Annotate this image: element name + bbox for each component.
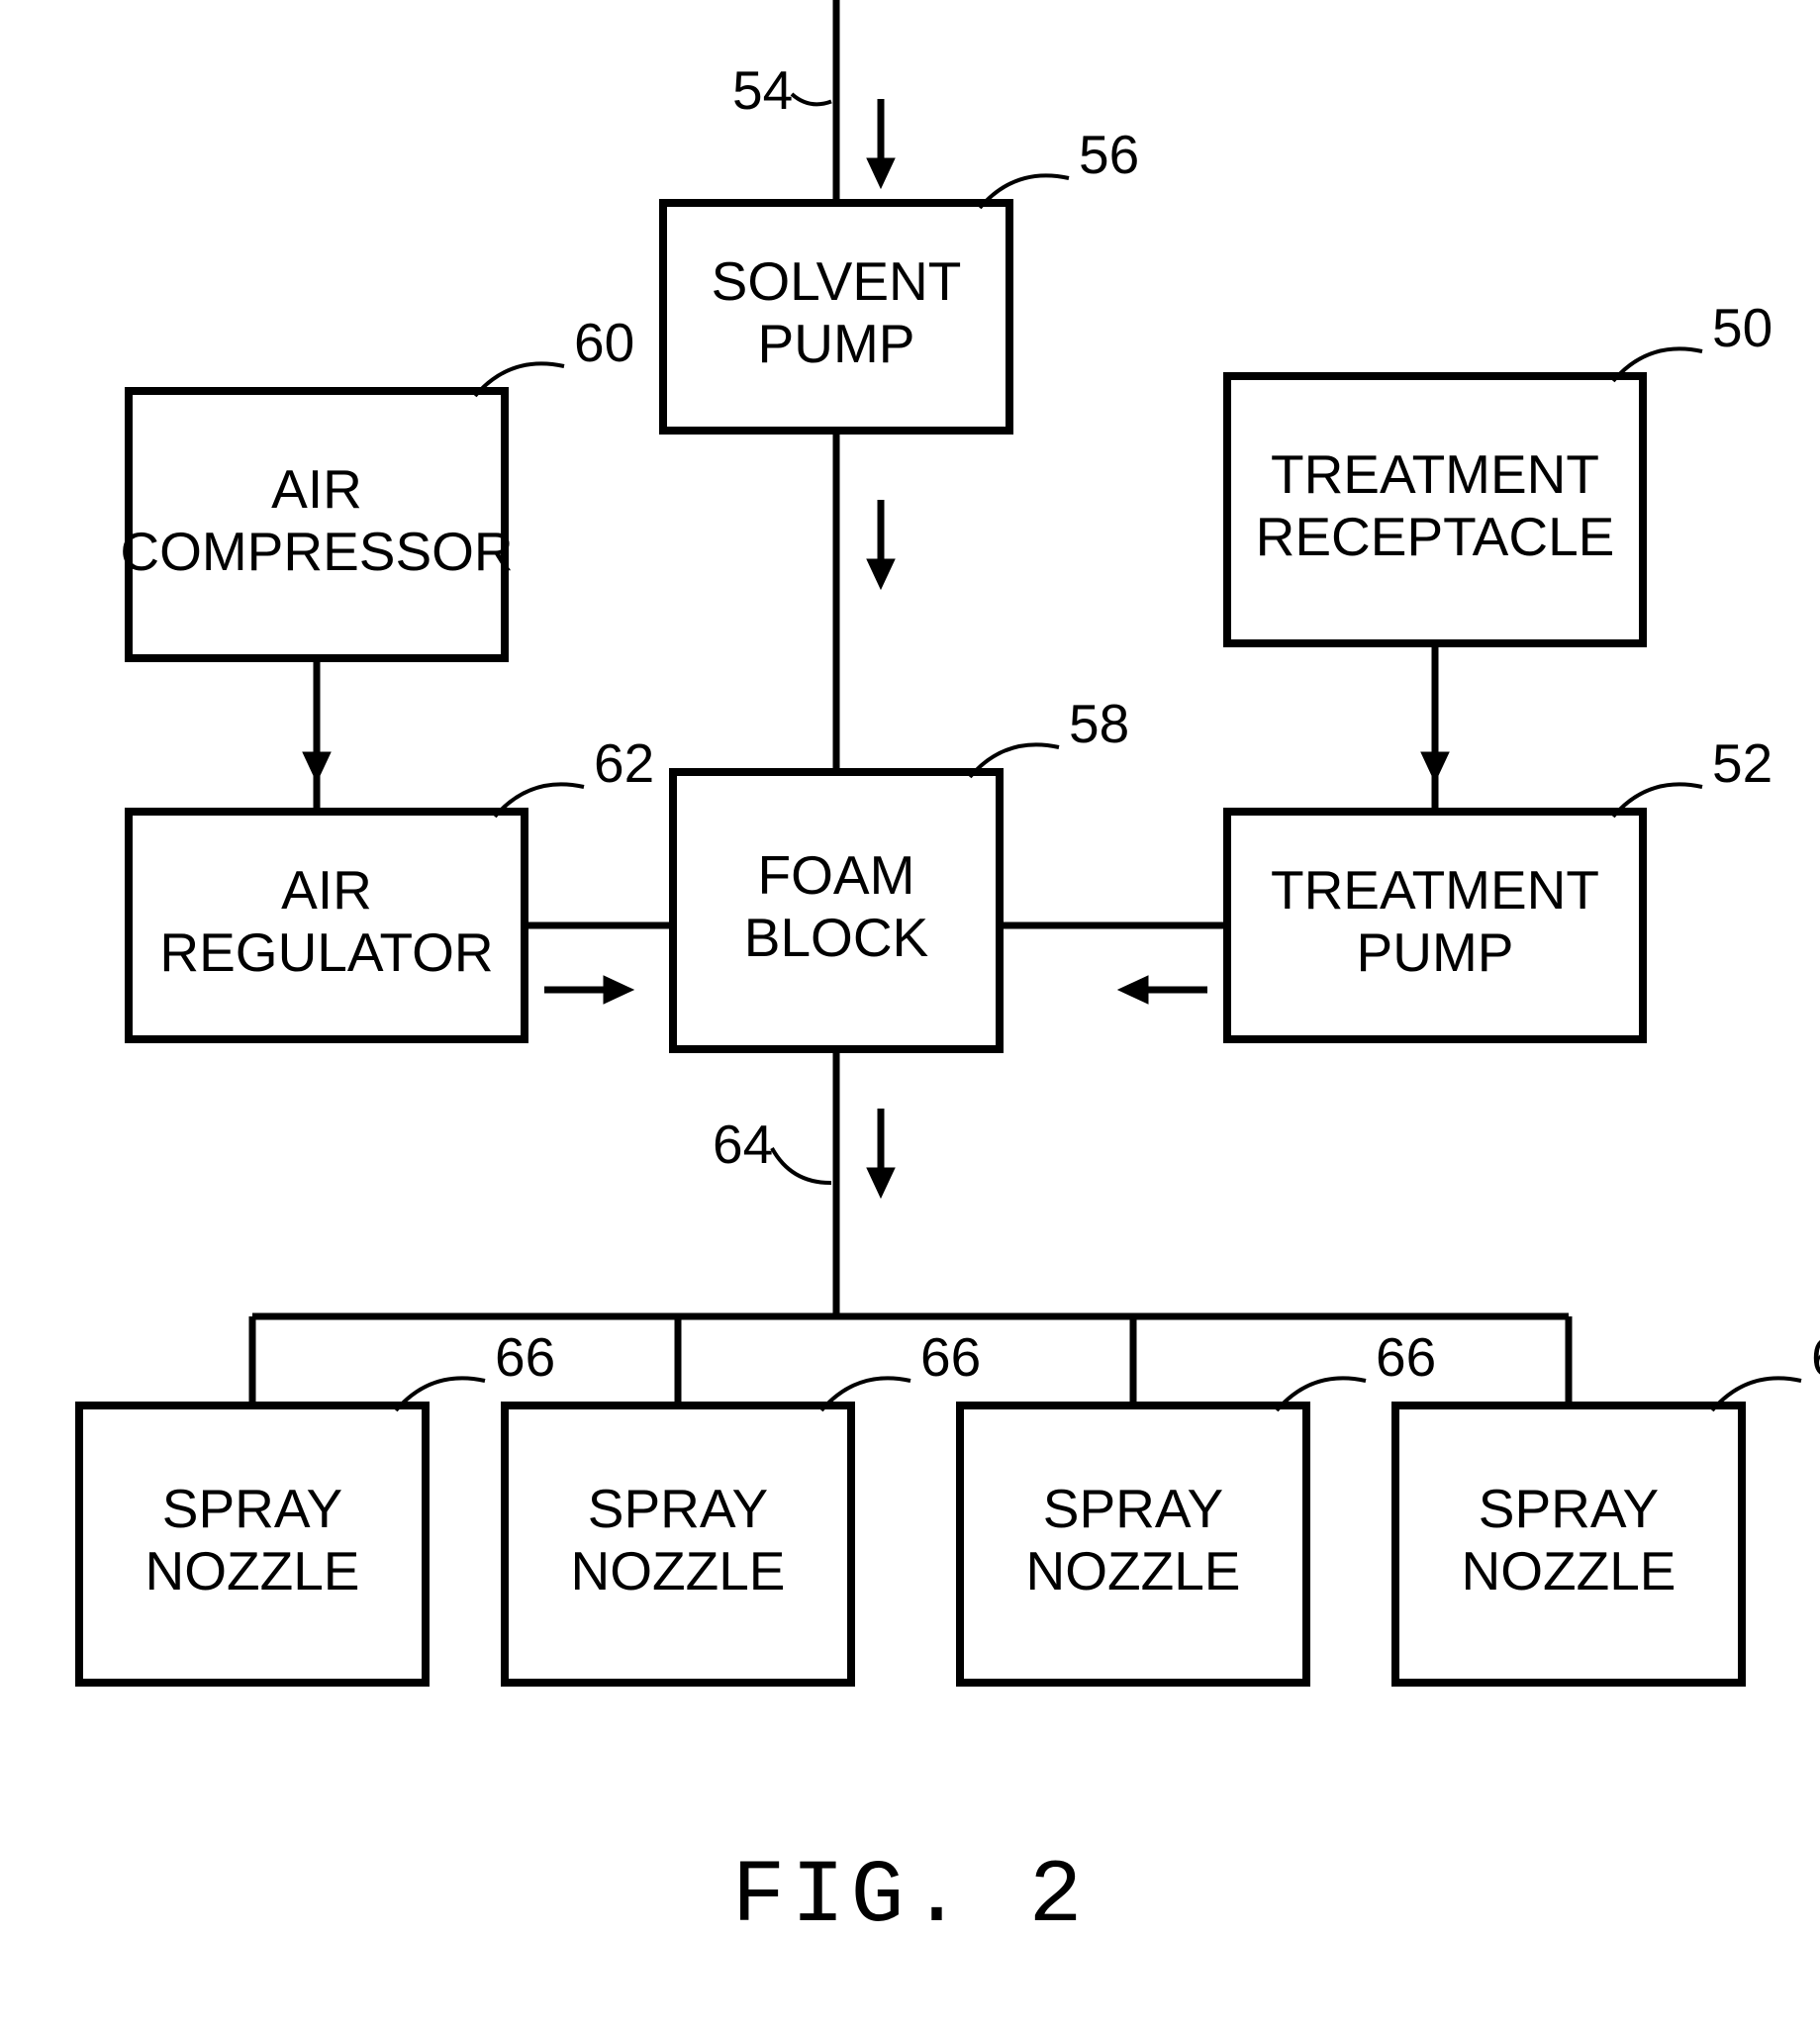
block-label: SPRAY — [588, 1478, 768, 1539]
ref-number: 52 — [1712, 732, 1772, 794]
block-label: SPRAY — [1479, 1478, 1659, 1539]
arrow-head — [1421, 752, 1449, 782]
ref-number: 58 — [1069, 693, 1129, 754]
block-label: SPRAY — [162, 1478, 342, 1539]
block-label: NOZZLE — [145, 1540, 360, 1601]
ref-number: 64 — [713, 1114, 773, 1175]
ref-leader — [792, 94, 831, 104]
ref-number: 66 — [1376, 1326, 1436, 1388]
ref-number: 66 — [495, 1326, 555, 1388]
ref-number: 54 — [732, 59, 793, 121]
arrow-head — [303, 752, 331, 782]
arrow-head — [867, 559, 895, 589]
block-label: NOZZLE — [571, 1540, 786, 1601]
block-label: BLOCK — [744, 907, 929, 968]
block-label: NOZZLE — [1026, 1540, 1241, 1601]
block-label: RECEPTACLE — [1256, 506, 1615, 567]
figure-label: FIG. 2 — [731, 1847, 1088, 1948]
ref-number: 66 — [920, 1326, 981, 1388]
arrow-head — [867, 158, 895, 188]
arrow-head — [867, 1168, 895, 1198]
block-treatment_pump: TREATMENTPUMP 52 — [1227, 732, 1772, 1039]
block-label: PUMP — [1357, 921, 1514, 983]
block-label: AIR — [281, 859, 372, 921]
block-label: AIR — [271, 458, 362, 520]
ref-number: 66 — [1811, 1326, 1820, 1388]
block-solvent_pump: SOLVENTPUMP 56 — [663, 124, 1139, 431]
block-label: REGULATOR — [159, 921, 493, 983]
block-label: SPRAY — [1043, 1478, 1223, 1539]
block-label: TREATMENT — [1271, 859, 1599, 921]
block-label: PUMP — [758, 313, 915, 374]
ref-number: 60 — [574, 312, 634, 373]
ref-number: 50 — [1712, 297, 1772, 358]
block-label: COMPRESSOR — [120, 521, 513, 582]
ref-number: 62 — [594, 732, 654, 794]
block-label: TREATMENT — [1271, 443, 1599, 505]
ref-number: 56 — [1079, 124, 1139, 185]
block-label: SOLVENT — [712, 250, 962, 312]
block-label: NOZZLE — [1462, 1540, 1676, 1601]
ref-leader — [772, 1148, 831, 1183]
block-foam_block: FOAMBLOCK 58 — [673, 693, 1129, 1049]
arrow-head — [604, 976, 633, 1004]
arrow-head — [1118, 976, 1148, 1004]
block-label: FOAM — [758, 844, 915, 906]
